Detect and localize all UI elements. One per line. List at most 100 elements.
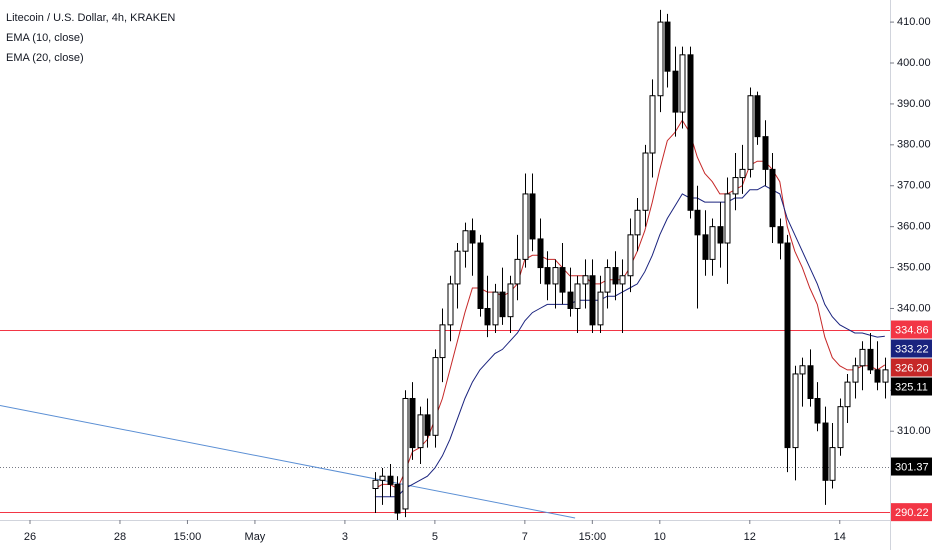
candle-body [814,397,821,424]
price-label: 326.20 [895,362,929,374]
candle-body [477,242,484,309]
candle-body [762,136,769,170]
candle-body [492,291,499,326]
candle-body [559,267,566,293]
candle-body [792,373,799,449]
plot-area [0,9,890,520]
candle-body [454,250,461,285]
candle-body [552,267,559,285]
y-tick-label: 340.00 [897,302,931,314]
candle-body [522,193,529,260]
y-tick-label: 410.00 [897,16,931,28]
x-tick-label: 26 [24,531,36,543]
candle-body [807,365,814,399]
candle-body [439,324,446,359]
x-tick-label: 15:00 [579,531,607,543]
candle-body [387,475,394,485]
candle-body [469,230,476,244]
candle-body [732,177,739,195]
candle-body [372,479,379,489]
x-tick-label: 7 [522,531,528,543]
candle-body [634,209,641,236]
x-tick-label: 10 [654,531,666,543]
candle-body [574,283,581,309]
candle-body [679,54,686,113]
candle-body [619,275,626,285]
candle-body [874,369,881,383]
candle-body [462,230,469,252]
candle-body [852,365,859,383]
x-tick-label: 5 [432,531,438,543]
y-tick-label: 390.00 [897,98,931,110]
y-tick-label: 350.00 [897,261,931,273]
candle-body [642,152,649,211]
candle-body [754,95,761,138]
x-tick-label: 14 [834,531,846,543]
price-label-bg [891,339,932,358]
candle-body [409,397,416,449]
candle-body [484,307,491,326]
candle-body [432,357,439,436]
x-tick-label: 12 [744,531,756,543]
x-tick-label: 28 [114,531,126,543]
candle-body [769,168,776,228]
candle-body [739,168,746,179]
price-label-bg [891,358,932,377]
candle-body [649,95,656,154]
candle-body [417,414,424,449]
y-tick-label: 310.00 [897,425,931,437]
candle-body [529,193,536,240]
candle-body [747,95,754,170]
price-label: 334.86 [895,324,929,336]
candle-body [687,54,694,211]
candle-body [664,21,671,72]
candle-body [694,209,701,236]
price-label: 301.37 [895,461,929,473]
price-label-bg [891,457,932,476]
x-tick-label: 3 [342,531,348,543]
candle-body [829,447,836,481]
x-tick-label: 15:00 [174,531,202,543]
candle-body [597,291,604,326]
candle-body [657,21,664,97]
candle-body [709,226,716,260]
price-label: 325.11 [895,381,928,393]
candle-body [837,406,844,449]
y-tick-label: 370.00 [897,180,931,192]
candle-body [724,193,731,244]
candle-body [859,348,866,367]
price-label-bg [891,320,932,339]
candle-body [799,365,806,375]
candle-body [402,397,409,510]
candle-body [507,283,514,318]
candle-body [499,291,506,318]
candle-body [844,381,851,408]
candle-body [447,283,454,326]
price-label-bg [891,377,932,396]
candle-body [582,275,589,285]
x-tick-label: May [245,531,266,543]
legend-entry: EMA (10, close) [6,32,84,44]
trend-line [0,404,576,519]
legend-entry: EMA (20, close) [6,52,84,64]
candle-body [537,238,544,269]
candle-body [702,234,709,260]
y-tick-label: 380.00 [897,139,931,151]
candle-body [822,422,829,481]
candle-body [567,291,574,309]
y-tick-label: 400.00 [897,57,931,69]
candle-body [882,369,889,383]
candle-body [589,275,596,326]
candle-body [604,267,611,293]
axes: 310.00320.00340.00350.00360.00370.00380.… [24,16,932,543]
candle-body [379,475,386,481]
candle-body [777,226,784,244]
candle-body [672,70,679,113]
price-label: 290.22 [895,507,929,519]
candle-body [514,258,521,285]
chart-title: Litecoin / U.S. Dollar, 4h, KRAKEN [6,12,175,24]
candle-body [867,348,874,371]
price-label: 333.22 [895,343,929,355]
